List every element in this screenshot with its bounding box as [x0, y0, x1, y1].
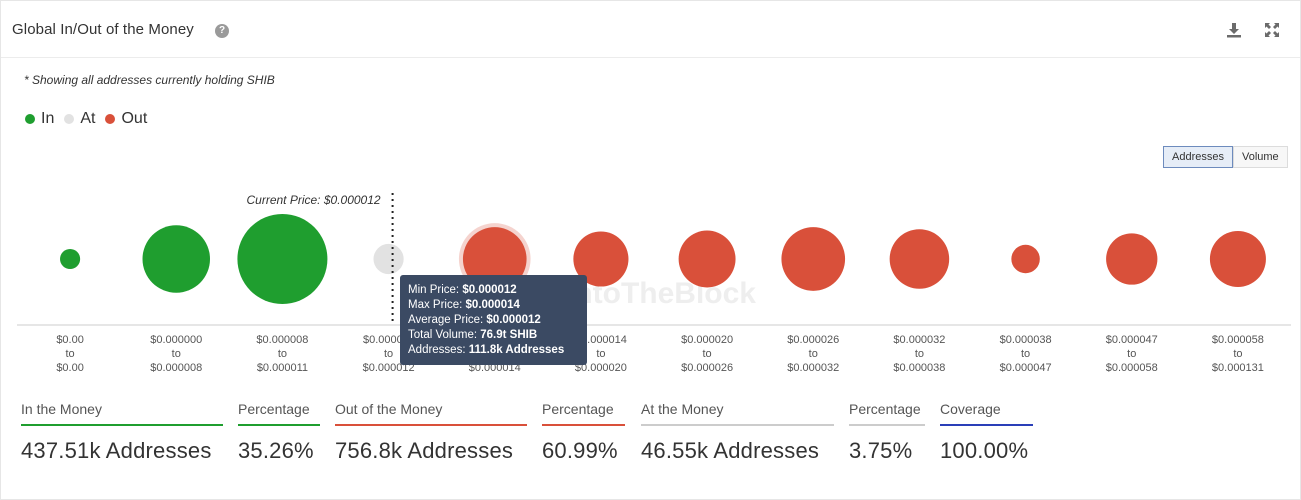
legend-item-at[interactable]: At — [64, 110, 95, 128]
expand-icon[interactable] — [1263, 21, 1281, 39]
bubble-in[interactable] — [142, 225, 211, 293]
legend-label-at: At — [80, 110, 96, 127]
bubble-out[interactable] — [678, 230, 736, 288]
stat-value: 756.8k Addresses — [335, 438, 514, 463]
x-tick-label-from: $0.000038 — [1000, 334, 1052, 346]
stat-label: Percentage — [849, 401, 925, 426]
x-tick-connector: to — [915, 348, 924, 360]
stat-value: 100.00% — [940, 438, 1029, 463]
addresses-toggle-button[interactable]: Addresses — [1163, 146, 1233, 168]
legend-item-out[interactable]: Out — [105, 110, 147, 128]
bubble-out[interactable] — [462, 227, 527, 291]
x-tick-label-from: $0.000032 — [893, 334, 945, 346]
stat-value: 437.51k Addresses — [21, 438, 212, 463]
volume-toggle-button[interactable]: Volume — [1232, 146, 1288, 168]
x-tick-label-to: $0.000008 — [150, 362, 202, 374]
x-tick-connector: to — [1233, 348, 1242, 360]
x-tick-connector: to — [172, 348, 181, 360]
stat-value: 35.26% — [238, 438, 314, 463]
x-tick-label-to: $0.000058 — [1106, 362, 1158, 374]
stat-value: 3.75% — [849, 438, 913, 463]
x-tick-label-to: $0.000038 — [893, 362, 945, 374]
stat-value: 46.55k Addresses — [641, 438, 820, 463]
tooltip-avg-price: Average Price: $0.000012 — [408, 314, 541, 326]
x-tick-label-to: $0.00 — [56, 362, 84, 374]
bubble-in[interactable] — [60, 248, 81, 270]
x-tick-label-to: $0.000131 — [1212, 362, 1264, 374]
help-icon[interactable]: ? — [215, 24, 229, 38]
x-tick-label-from: $0.000008 — [256, 334, 308, 346]
stat-at-percentage: Percentage 3.75% — [849, 401, 925, 464]
bubble-tooltip: Min Price: $0.000012 Max Price: $0.00001… — [400, 275, 587, 365]
stat-label: At the Money — [641, 401, 834, 426]
x-tick-connector: to — [65, 348, 74, 360]
stat-in-percentage: Percentage 35.26% — [238, 401, 320, 464]
legend-label-in: In — [41, 110, 55, 127]
x-tick-label-to: $0.000011 — [257, 362, 308, 374]
x-tick-label-to: $0.000032 — [787, 362, 839, 374]
x-tick-label-from: $0.000000 — [150, 334, 202, 346]
x-tick-connector: to — [384, 348, 393, 360]
legend-dot-in — [25, 114, 35, 124]
stat-label: Percentage — [542, 401, 625, 426]
x-tick-connector: to — [1021, 348, 1030, 360]
bubble-out[interactable] — [1106, 233, 1158, 285]
legend-dot-at — [64, 114, 75, 124]
holders-note: * Showing all addresses currently holdin… — [24, 73, 275, 87]
x-tick-label-from: $0.000058 — [1212, 334, 1264, 346]
bubble-out[interactable] — [1011, 244, 1040, 274]
tooltip-max-price: Max Price: $0.000014 — [408, 299, 520, 311]
stat-label: In the Money — [21, 401, 223, 426]
download-icon[interactable] — [1225, 21, 1243, 39]
x-tick-connector: to — [702, 348, 711, 360]
tooltip-addresses: Addresses: 111.8k Addresses — [408, 344, 565, 356]
metric-toggle: Addresses Volume — [1163, 146, 1288, 168]
bubble-in[interactable] — [237, 214, 328, 304]
bubble-out[interactable] — [1209, 230, 1266, 288]
stat-out-of-the-money: Out of the Money 756.8k Addresses — [335, 401, 527, 464]
x-tick-label-to: $0.000012 — [363, 362, 415, 374]
x-tick-label-from: $0.000020 — [681, 334, 733, 346]
stat-in-the-money: In the Money 437.51k Addresses — [21, 401, 223, 464]
stat-label: Coverage — [940, 401, 1033, 426]
bubble-out[interactable] — [889, 229, 950, 289]
bubble-at[interactable] — [373, 243, 404, 275]
bubble-out[interactable] — [573, 231, 629, 287]
stat-at-the-money: At the Money 46.55k Addresses — [641, 401, 834, 464]
x-tick-label-from: $0.000047 — [1106, 334, 1158, 346]
bubble-out[interactable] — [781, 227, 846, 291]
bubble-chart: IntoTheBlock $0.00to$0.00$0.000000to$0.0… — [17, 193, 1291, 374]
x-tick-label-to: $0.000026 — [681, 362, 733, 374]
x-tick-connector: to — [596, 348, 605, 360]
current-price-label: Current Price: $0.000012 — [246, 193, 380, 207]
x-tick-connector: to — [809, 348, 818, 360]
x-tick-label-from: $0.000026 — [787, 334, 839, 346]
x-tick-label-from: $0.00 — [56, 334, 84, 346]
stat-label: Out of the Money — [335, 401, 527, 426]
x-tick-label-to: $0.000047 — [1000, 362, 1052, 374]
chart-legend: In At Out — [25, 110, 147, 128]
stat-out-percentage: Percentage 60.99% — [542, 401, 625, 464]
stat-value: 60.99% — [542, 438, 618, 463]
stat-coverage: Coverage 100.00% — [940, 401, 1033, 464]
legend-dot-out — [105, 114, 116, 124]
legend-item-in[interactable]: In — [25, 110, 54, 128]
x-tick-label-to: $0.000020 — [575, 362, 627, 374]
x-tick-label-from: $0.000014 — [575, 334, 627, 346]
stat-label: Percentage — [238, 401, 320, 426]
x-tick-connector: to — [278, 348, 287, 360]
x-tick-connector: to — [1127, 348, 1136, 360]
legend-label-out: Out — [121, 110, 148, 127]
card-header: Global In/Out of the Money ? — [1, 1, 1300, 58]
x-tick-label-to: $0.000014 — [469, 362, 521, 374]
card-title: Global In/Out of the Money — [12, 21, 194, 38]
tooltip-min-price: Min Price: $0.000012 — [408, 284, 517, 296]
tooltip-total-volume: Total Volume: 76.9t SHIB — [408, 329, 538, 341]
